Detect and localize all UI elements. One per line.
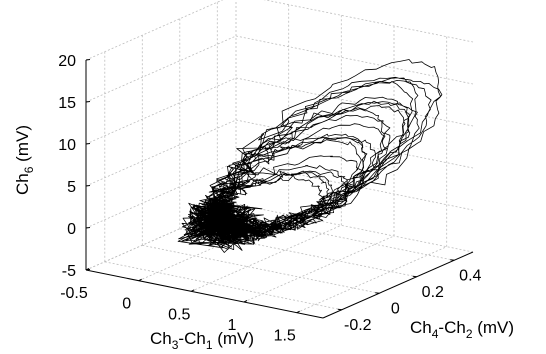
x-tick-mark bbox=[243, 300, 248, 303]
grid-line bbox=[235, 35, 474, 85]
grid-line bbox=[85, 161, 237, 229]
y-tick-mark bbox=[412, 275, 417, 278]
grid-line bbox=[104, 261, 342, 311]
grid-line bbox=[85, 119, 237, 187]
x-tick-mark bbox=[296, 310, 300, 314]
grid-line bbox=[85, 77, 237, 145]
trajectory-traces bbox=[177, 59, 443, 253]
grid-lines bbox=[85, 0, 474, 314]
x-tick-label: 1.5 bbox=[274, 328, 296, 345]
z-tick-label: -5 bbox=[62, 263, 76, 280]
tick-labels: -0.5 0 0.5 1 1.5 -0.2 0 0.2 0.4 -5 0 5 10 15 20 bbox=[58, 53, 481, 345]
trajectory-line bbox=[177, 59, 443, 253]
y-tick-label: 0.2 bbox=[422, 284, 444, 301]
y-tick-label: -0.2 bbox=[344, 317, 372, 334]
grid-line bbox=[263, 0, 474, 43]
y-tick-mark bbox=[450, 259, 455, 261]
x-tick-label: 0 bbox=[122, 296, 131, 313]
z-tick-mark bbox=[85, 59, 91, 61]
z-tick-label: 5 bbox=[67, 179, 76, 196]
y-axis-line bbox=[322, 251, 474, 319]
x-tick-mark bbox=[191, 289, 195, 292]
grid-line bbox=[235, 77, 474, 127]
x-tick-label: 1 bbox=[228, 317, 237, 334]
x-axis-line bbox=[85, 269, 324, 319]
z-tick-label: 0 bbox=[67, 221, 76, 238]
y-tick-label: 0.4 bbox=[459, 267, 481, 284]
y-axis-label: Ch4-Ch2 (mV) bbox=[410, 318, 514, 341]
z-axis-label: Ch6 (mV) bbox=[13, 125, 36, 195]
y-tick-mark bbox=[337, 308, 342, 311]
z-tick-label: 10 bbox=[58, 137, 76, 154]
grid-line bbox=[296, 246, 447, 314]
z-tick-mark bbox=[85, 227, 91, 229]
grid-line bbox=[85, 0, 224, 61]
x-tick-mark bbox=[138, 278, 142, 282]
z-tick-mark bbox=[85, 185, 91, 187]
z-tick-mark bbox=[85, 269, 91, 271]
grid-line bbox=[235, 161, 474, 211]
z-tick-mark bbox=[85, 101, 91, 103]
grid-line bbox=[85, 35, 237, 103]
y-tick-label: 0 bbox=[391, 300, 400, 317]
z-tick-mark bbox=[85, 143, 91, 145]
grid-line bbox=[235, 203, 474, 253]
z-tick-label: 20 bbox=[58, 53, 76, 70]
x-tick-label: 0.5 bbox=[168, 306, 190, 323]
x-axis-label: Ch3-Ch1 (mV) bbox=[150, 329, 254, 352]
axes-box bbox=[85, 60, 474, 319]
x-tick-label: -0.5 bbox=[60, 285, 88, 302]
grid-line bbox=[191, 224, 342, 292]
y-tick-mark bbox=[375, 292, 380, 294]
grid-line bbox=[142, 244, 380, 294]
grid-line bbox=[243, 235, 395, 303]
z-tick-label: 15 bbox=[58, 95, 76, 112]
